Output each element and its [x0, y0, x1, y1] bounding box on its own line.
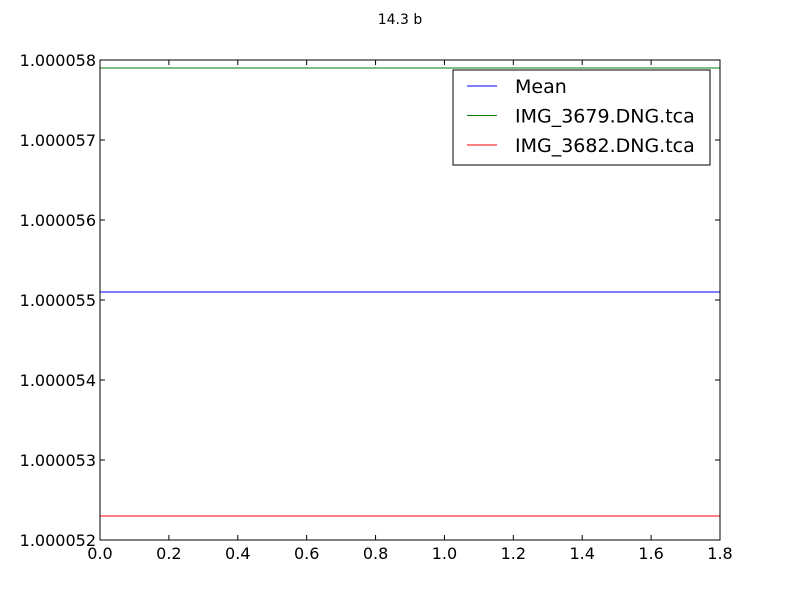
- legend-label: Mean: [515, 76, 567, 98]
- x-tick-label: 1.6: [638, 544, 663, 563]
- legend-label: IMG_3679.DNG.tca: [515, 106, 695, 128]
- x-tick-label: 0.8: [363, 544, 388, 563]
- y-tick-label: 1.000055: [20, 291, 96, 310]
- x-tick-label: 0.4: [225, 544, 250, 563]
- plot-border: [99, 59, 721, 541]
- x-tick-label: 1.4: [569, 544, 594, 563]
- axis-ticks: 0.0 0.2 0.4 0.6 0.8 1.0 1.2 1.4 1.6 1.8 1.000052 1.…: [20, 51, 733, 563]
- y-tick-label: 1.000058: [20, 51, 96, 70]
- x-tick-label: 0.0: [87, 544, 112, 563]
- legend-label: IMG_3682.DNG.tca: [515, 135, 695, 157]
- x-tick-label: 0.6: [294, 544, 319, 563]
- y-tick-label: 1.000056: [20, 211, 96, 230]
- y-tick-label: 1.000054: [20, 371, 96, 390]
- series-layer: [100, 67, 720, 517]
- x-tick-label: 0.2: [156, 544, 181, 563]
- x-tick-label: 1.8: [707, 544, 732, 563]
- x-tick-label: 1.2: [501, 544, 526, 563]
- chart-title: 14.3 b: [378, 12, 423, 28]
- x-tick-label: 1.0: [432, 544, 457, 563]
- y-tick-label: 1.000057: [20, 131, 96, 150]
- y-tick-label: 1.000053: [20, 451, 96, 470]
- legend: Mean IMG_3679.DNG.tca IMG_3682.DNG.tca: [452, 69, 711, 166]
- y-tick-label: 1.000052: [20, 531, 96, 550]
